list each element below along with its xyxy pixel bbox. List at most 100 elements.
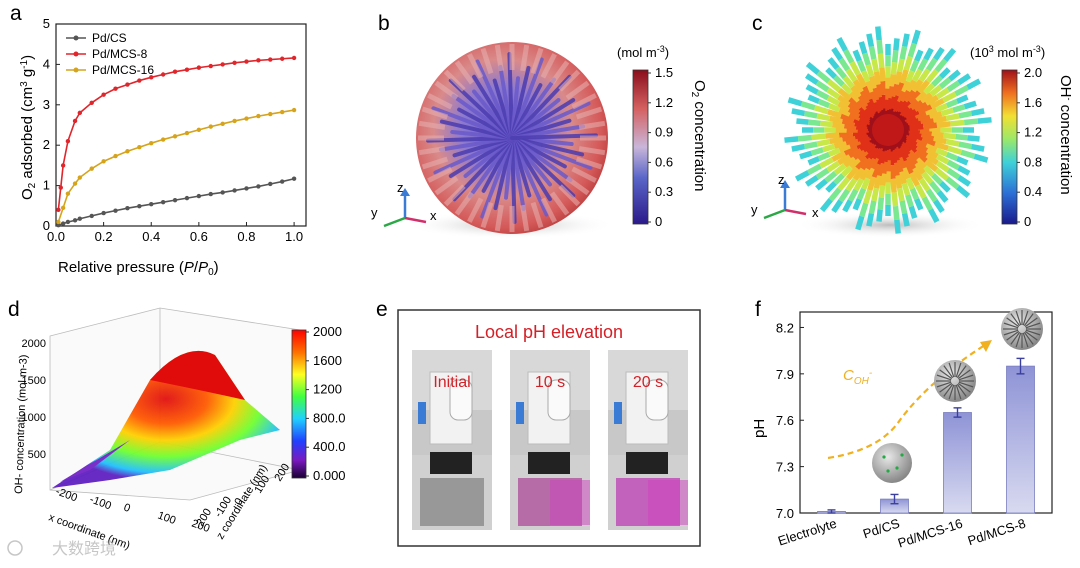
panel-c-colorbar-ticks: 2.0 1.6 1.2 0.8 0.4 0 [1017, 65, 1042, 229]
ray-segment [933, 199, 945, 214]
ray-segment [935, 87, 950, 100]
panel-letter-f: f [755, 298, 761, 321]
ray-segment [966, 78, 982, 90]
colorbar-tick-label: 400.0 [313, 439, 346, 454]
ray-segment [841, 133, 856, 142]
pore-line [1006, 330, 1020, 341]
ray-segment [848, 139, 862, 149]
ray-segment [856, 98, 869, 111]
data-point [291, 176, 297, 181]
ray-segment [826, 160, 841, 173]
ray-segment [956, 94, 969, 104]
data-point [149, 75, 154, 80]
data-point [77, 216, 83, 221]
legend-marker [73, 35, 79, 41]
pore-opening [480, 201, 494, 229]
ray-segment [922, 122, 938, 130]
ray-segment [899, 45, 908, 60]
ray-segment [934, 58, 948, 73]
ray-segment [805, 61, 820, 75]
ray-segment [935, 147, 948, 157]
ray-segment [836, 36, 848, 52]
ray-segment [928, 208, 940, 224]
pore-line [955, 362, 962, 378]
data-point [184, 130, 190, 136]
pore-opening [421, 156, 449, 170]
ray-segment [816, 89, 830, 101]
ray-segment [920, 92, 934, 105]
ray-segment [804, 175, 819, 187]
pore-opening [454, 60, 475, 85]
ray-segment [891, 162, 900, 177]
ray-segment [967, 135, 980, 142]
ray-segment [891, 83, 900, 98]
ray-segment [803, 141, 818, 150]
ph-indicator-color [550, 480, 590, 525]
x-tick-label: 0.8 [237, 229, 255, 244]
ray-segment [946, 159, 960, 171]
pore-line [943, 383, 954, 397]
ray-segment [907, 98, 920, 111]
data-point [113, 208, 118, 213]
ray-segment [915, 90, 928, 103]
data-point [232, 118, 237, 124]
panel-b-axis-y: y [371, 205, 378, 220]
pore-line [1023, 331, 1034, 345]
ray-segment [940, 107, 954, 117]
z-tick-label: 1000 [22, 412, 46, 424]
data-point [65, 138, 71, 144]
z-tick-label: 500 [28, 449, 46, 461]
panel-a-chart: 0.0 0.2 0.4 0.6 0.8 1.0 0 1 2 3 4 5 Pd/CS Pd/MCS-8 Pd/… [43, 16, 307, 244]
ray-segment [931, 173, 943, 185]
data-point [172, 134, 178, 139]
ray-segment [825, 132, 840, 139]
ray-segment [894, 219, 901, 234]
data-point [256, 113, 261, 119]
ray-segment [841, 118, 856, 127]
ray-segment [914, 101, 929, 114]
ray-segment [852, 148, 866, 161]
ray-segment [945, 98, 959, 109]
ray-segment [894, 159, 904, 173]
series-line-Pd/MCS-16 [57, 109, 295, 223]
data-point [256, 58, 261, 63]
data-point [56, 219, 61, 225]
data-point [101, 210, 106, 216]
data-point [125, 149, 130, 154]
ray-segment [945, 176, 960, 190]
colorbar-tick-label: 0.3 [655, 184, 673, 199]
ray-segment [849, 61, 861, 76]
data-point [208, 124, 213, 129]
ray-segment [921, 196, 933, 211]
ray-segment [899, 200, 908, 215]
pore-opening [467, 197, 484, 223]
ray-segment [914, 198, 924, 211]
ray-segment [936, 153, 950, 165]
ray-segment [871, 58, 880, 73]
ray-segment [868, 200, 877, 215]
ray-segment [908, 205, 918, 219]
panel-d-colorbar [291, 329, 307, 479]
pore-opening [480, 47, 494, 75]
pore-line [948, 384, 955, 400]
ray-segment [901, 80, 911, 93]
ray-segment [910, 99, 924, 112]
ray-segment [861, 177, 871, 190]
ray-segment [931, 75, 943, 87]
label-sticker [516, 402, 524, 424]
data-point [160, 199, 166, 205]
ray-segment [917, 79, 931, 94]
colorbar-tick-label: 0.9 [655, 125, 673, 140]
ray-segment [837, 87, 852, 101]
electrode-top [626, 452, 668, 474]
ray-segment [847, 106, 862, 118]
pore-line [957, 369, 971, 380]
y-tick-label: 7.3 [776, 460, 794, 475]
ray-segment [797, 134, 813, 142]
y-tick-label: 3 [43, 97, 50, 112]
ray-segment [925, 57, 938, 72]
ray-segment [808, 119, 821, 127]
panel-c-axis-z: z [778, 172, 785, 187]
electrode-region [420, 478, 484, 526]
